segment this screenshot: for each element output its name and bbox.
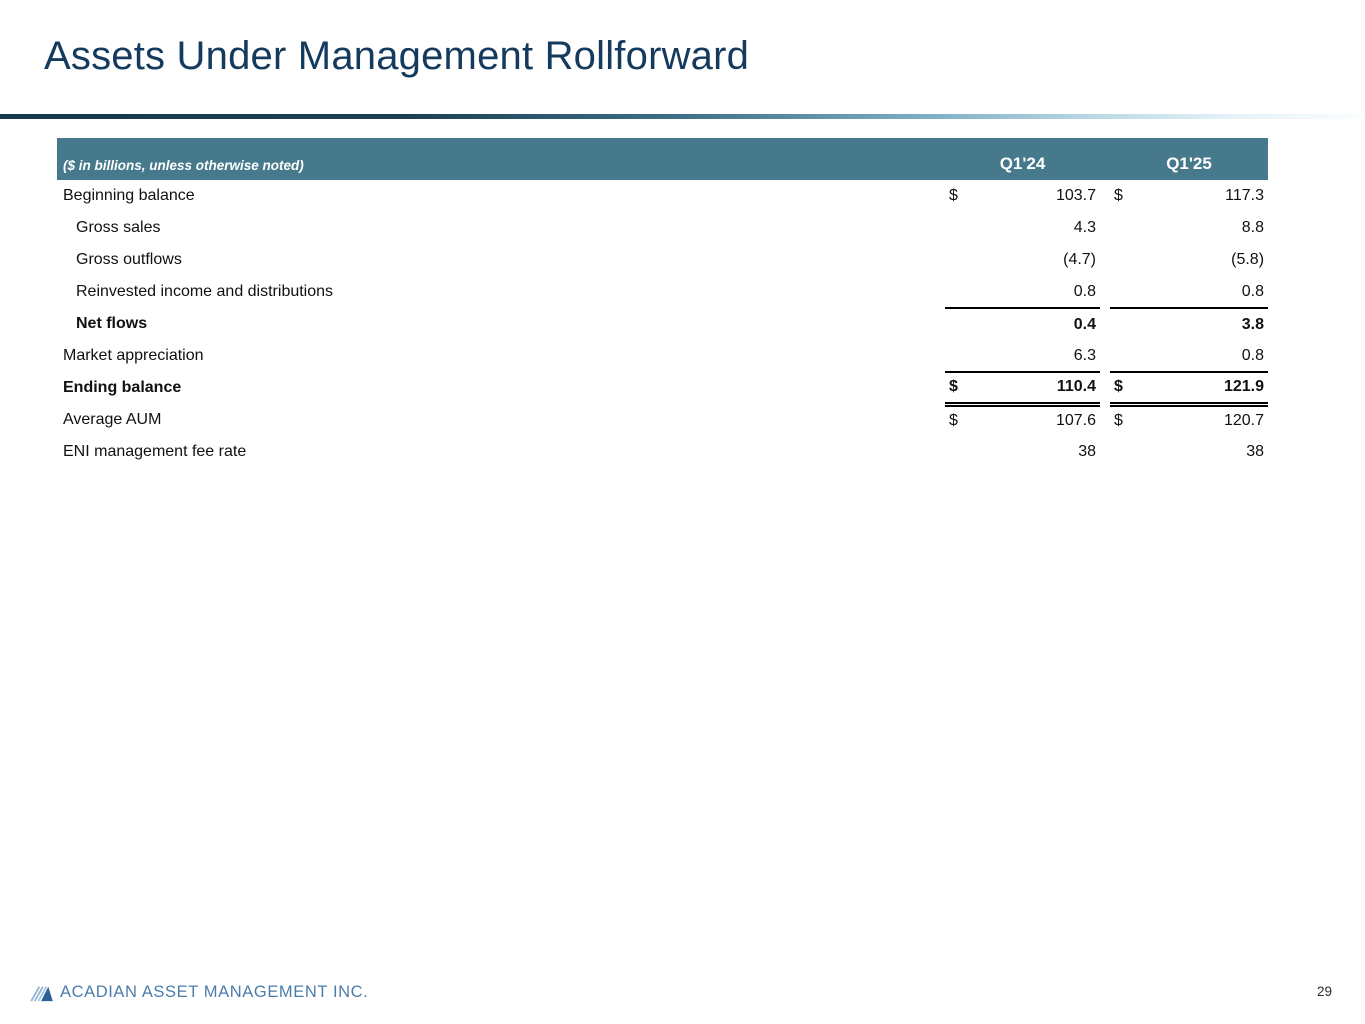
value-q1-25: 38 xyxy=(1246,443,1265,460)
value-q1-25: 8.8 xyxy=(1241,219,1265,236)
table-header-bar: ($ in billions, unless otherwise noted) … xyxy=(57,138,1269,180)
value-q1-25: 3.8 xyxy=(1132,307,1269,340)
table-row: Net flows 0.4 3.8 xyxy=(57,307,1269,340)
footer-brand: ACADIAN ASSET MANAGEMENT INC. xyxy=(30,983,368,1002)
value-q1-24: 0.8 xyxy=(1073,282,1097,300)
dollar-sign-q1-24 xyxy=(945,244,967,276)
value-q1-25: 0.8 xyxy=(1241,282,1265,300)
value-q1-25: 120.7 xyxy=(1223,412,1265,430)
dollar-sign-q1-25: $ xyxy=(1114,187,1123,204)
value-q1-24: 103.7 xyxy=(1055,187,1097,204)
dollar-sign-q1-24: $ xyxy=(949,187,958,204)
value-q1-25: 117.3 xyxy=(1225,187,1265,204)
table-body: Beginning balance $103.7 $117.3 Gross sales… xyxy=(57,180,1269,468)
row-label: Gross outflows xyxy=(76,251,182,268)
value-q1-24: 107.6 xyxy=(1055,412,1097,430)
column-gap xyxy=(1100,138,1111,180)
column-gap xyxy=(1100,308,1110,340)
dollar-sign-q1-25: $ xyxy=(1114,412,1123,430)
dollar-sign-q1-25 xyxy=(1110,276,1132,308)
dollar-sign-q1-24: $ xyxy=(945,371,967,407)
page-number: 29 xyxy=(1316,984,1332,999)
dollar-sign-q1-25 xyxy=(1110,244,1132,276)
dollar-sign-q1-24: $ xyxy=(949,412,958,430)
column-header-q1-25: Q1'25 xyxy=(1110,138,1269,180)
title-divider xyxy=(0,114,1365,119)
value-q1-24: 110.4 xyxy=(967,371,1101,407)
dollar-sign-q1-24 xyxy=(945,307,967,340)
column-gap xyxy=(1100,180,1110,212)
table-row: Beginning balance $103.7 $117.3 xyxy=(57,180,1268,212)
row-label: Ending balance xyxy=(63,379,182,396)
table-row: Ending balance $110.4 $121.9 xyxy=(57,371,1269,407)
table-row: ENI management fee rate 38 38 xyxy=(57,436,1268,468)
value-q1-24: (4.7) xyxy=(1063,251,1097,268)
row-label: ENI management fee rate xyxy=(63,443,247,460)
dollar-sign-q1-25 xyxy=(1110,212,1132,244)
dollar-sign-q1-24 xyxy=(945,276,967,308)
value-q1-25: 0.8 xyxy=(1241,346,1265,364)
dollar-sign-q1-25 xyxy=(1110,307,1133,340)
column-gap xyxy=(1100,436,1110,468)
row-label: Net flows xyxy=(76,315,148,332)
footer-brand-text: ACADIAN ASSET MANAGEMENT INC. xyxy=(60,983,369,1001)
table-row: Gross outflows (4.7) (5.8) xyxy=(57,244,1268,276)
row-label: Market appreciation xyxy=(63,347,204,364)
aum-rollforward-table: ($ in billions, unless otherwise noted) … xyxy=(57,138,1269,468)
column-gap xyxy=(1100,244,1110,276)
column-gap xyxy=(1100,276,1110,308)
dollar-sign-q1-24 xyxy=(945,436,967,468)
dollar-sign-q1-25: $ xyxy=(1110,371,1133,407)
value-q1-24: 0.4 xyxy=(967,307,1101,340)
column-gap xyxy=(1100,372,1110,404)
row-label: Reinvested income and distributions xyxy=(76,283,334,300)
value-q1-24: 38 xyxy=(1078,443,1097,460)
page-title: Assets Under Management Rollforward xyxy=(44,34,750,78)
dollar-sign-q1-24 xyxy=(945,340,967,372)
dollar-sign-q1-24 xyxy=(945,212,967,244)
table-note: ($ in billions, unless otherwise noted) xyxy=(57,138,945,180)
column-gap xyxy=(1100,404,1110,436)
acadian-logo-icon xyxy=(30,985,53,1002)
value-q1-24: 6.3 xyxy=(1073,346,1097,364)
table-row: Average AUM $107.6 $120.7 xyxy=(57,404,1268,436)
value-q1-24: 4.3 xyxy=(1073,219,1097,236)
value-q1-25: (5.8) xyxy=(1231,251,1265,268)
table-row: Gross sales 4.3 8.8 xyxy=(57,212,1268,244)
row-label: Beginning balance xyxy=(63,187,195,204)
table-row: Reinvested income and distributions 0.8 0.… xyxy=(57,276,1268,308)
row-label: Gross sales xyxy=(76,219,161,236)
dollar-sign-q1-25 xyxy=(1110,340,1132,372)
column-gap xyxy=(1100,340,1110,372)
row-label: Average AUM xyxy=(63,411,162,428)
table-row: Market appreciation 6.3 0.8 xyxy=(57,340,1268,372)
dollar-sign-q1-25 xyxy=(1110,436,1132,468)
column-gap xyxy=(1100,212,1110,244)
column-header-q1-24: Q1'24 xyxy=(945,138,1101,180)
value-q1-25: 121.9 xyxy=(1132,371,1269,407)
